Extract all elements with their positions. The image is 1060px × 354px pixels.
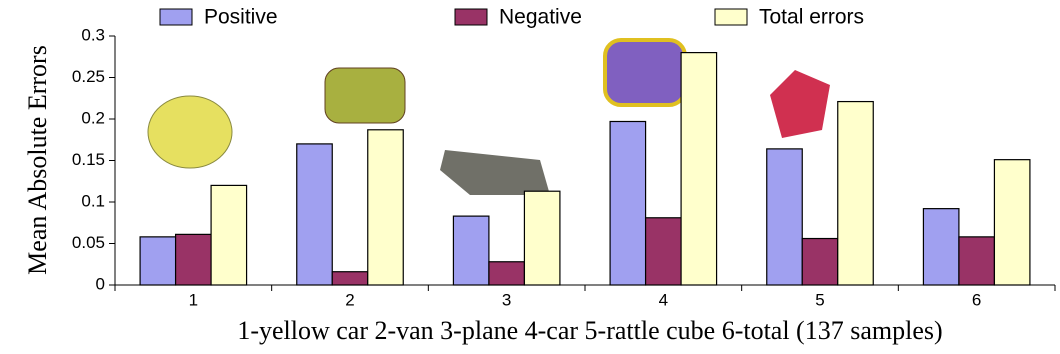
picture-rattle-cube — [770, 70, 830, 138]
legend-swatch — [160, 9, 192, 25]
y-tick-label: 0.3 — [81, 25, 105, 44]
bar — [524, 191, 560, 285]
bar — [681, 53, 717, 285]
picture-van — [325, 68, 405, 123]
bar — [453, 216, 489, 285]
y-tick-label: 0.05 — [72, 233, 105, 252]
chart: Mean Absolute Errors 1-yellow car 2-van … — [0, 0, 1060, 354]
picture-plane — [440, 150, 550, 195]
y-tick-label: 0.25 — [72, 67, 105, 86]
legend-label: Positive — [204, 6, 278, 29]
bar — [489, 262, 524, 285]
y-tick-label: 0 — [96, 274, 105, 293]
bar — [923, 209, 959, 285]
picture-car — [605, 40, 685, 105]
bar — [332, 272, 368, 285]
x-tick-label: 1 — [189, 290, 198, 309]
y-axis-label: Mean Absolute Errors — [23, 45, 52, 275]
bar — [297, 144, 333, 285]
bar — [838, 102, 874, 285]
legend-label: Negative — [499, 6, 582, 29]
bar — [211, 185, 247, 285]
y-tick-label: 0.1 — [81, 191, 105, 210]
legend-label: Total errors — [759, 6, 864, 29]
x-axis-label: 1-yellow car 2-van 3-plane 4-car 5-rattl… — [237, 316, 942, 345]
x-tick-label: 3 — [502, 290, 511, 309]
y-tick-label: 0.15 — [72, 150, 105, 169]
bar — [646, 218, 682, 285]
x-tick-label: 2 — [345, 290, 354, 309]
x-tick-label: 4 — [659, 290, 668, 309]
bar — [368, 130, 404, 285]
legend-swatch — [455, 9, 487, 25]
bar — [802, 239, 838, 285]
picture-yellow-car — [148, 96, 232, 168]
y-tick-label: 0.2 — [81, 108, 105, 127]
bar — [176, 234, 212, 285]
bar — [767, 149, 803, 285]
x-tick-label: 5 — [815, 290, 824, 309]
bar — [610, 121, 646, 285]
x-tick-label: 6 — [972, 290, 981, 309]
bar — [140, 237, 176, 285]
bar — [994, 160, 1030, 285]
bar — [959, 237, 995, 285]
legend-swatch — [715, 9, 747, 25]
object-pictures — [148, 40, 830, 195]
